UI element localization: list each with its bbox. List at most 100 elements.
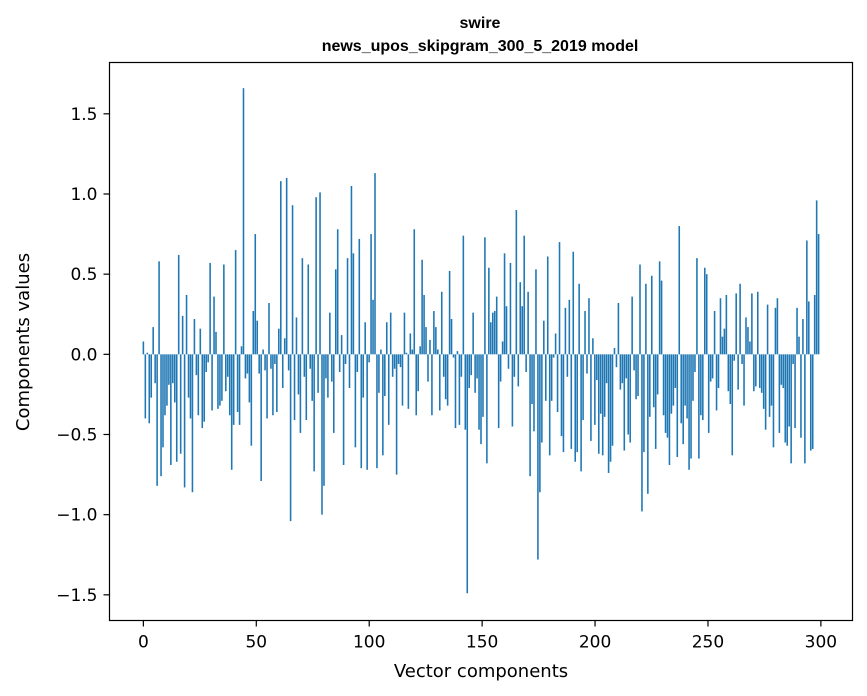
bar [346, 258, 349, 355]
bar [325, 354, 327, 379]
bar [491, 312, 494, 355]
bar [172, 354, 174, 384]
bar [662, 354, 665, 416]
bar [417, 354, 419, 392]
bar [676, 354, 679, 457]
bar [694, 354, 696, 372]
bar [525, 354, 527, 372]
bar [692, 354, 694, 401]
bar [356, 354, 359, 372]
bar [529, 354, 531, 477]
bar [240, 346, 243, 355]
bar [774, 307, 777, 355]
bar [385, 322, 388, 355]
bar [217, 354, 219, 409]
bar [378, 354, 380, 393]
bar [303, 354, 306, 377]
x-tick-label: 300 [805, 633, 837, 653]
bar [578, 283, 580, 355]
bar [796, 307, 798, 355]
bar [800, 354, 802, 438]
bar [495, 296, 498, 355]
bar [717, 354, 720, 388]
bar [762, 354, 765, 409]
bar [183, 354, 186, 488]
bar [215, 331, 217, 355]
bar [166, 354, 168, 406]
bar [733, 354, 735, 361]
bar [307, 264, 310, 355]
bar [478, 354, 480, 430]
bar [446, 354, 449, 406]
bar [456, 351, 459, 355]
bar [497, 354, 500, 429]
bar [539, 354, 541, 493]
bar [623, 354, 626, 451]
bar [619, 354, 622, 390]
bar [187, 354, 190, 398]
bar [780, 354, 783, 385]
y-tick-label: 1.5 [70, 105, 97, 125]
bar [635, 354, 637, 400]
bar [670, 354, 673, 414]
bar [568, 299, 571, 355]
bar [297, 354, 300, 395]
bar [484, 237, 486, 355]
bar [737, 354, 739, 390]
bar [470, 354, 472, 376]
bar [513, 354, 516, 377]
bar [768, 354, 771, 417]
bar [756, 291, 759, 355]
y-axis-label: Components values [13, 253, 34, 431]
bar [309, 354, 312, 369]
bar [725, 295, 728, 355]
bar [350, 185, 353, 355]
bar [474, 354, 476, 393]
bar [802, 319, 804, 355]
bar [472, 312, 474, 355]
bar [305, 354, 308, 421]
bar [150, 354, 153, 398]
bar [280, 181, 282, 355]
bar [407, 354, 410, 409]
bar [739, 283, 741, 355]
bar [164, 354, 166, 416]
bar [448, 270, 451, 355]
bar [747, 327, 749, 355]
bar [558, 242, 561, 355]
bar [772, 354, 775, 448]
bar [493, 311, 496, 355]
bar [515, 210, 518, 355]
bar [719, 298, 722, 355]
bar [285, 177, 288, 355]
bar [817, 234, 820, 355]
bar [454, 354, 457, 429]
bar [597, 354, 600, 454]
x-tick-label: 200 [579, 633, 611, 653]
bar [158, 261, 160, 355]
bar [554, 333, 557, 355]
bar [705, 274, 708, 355]
bar [776, 298, 779, 355]
bar [654, 354, 657, 449]
bar [425, 327, 427, 355]
bar [533, 354, 535, 432]
bar [423, 295, 425, 355]
bar [179, 354, 182, 454]
bar [272, 354, 274, 416]
bar [690, 354, 692, 459]
chart-subtitle: news_upos_skipgram_300_5_2019 model [322, 38, 639, 55]
bar [380, 349, 382, 355]
bar [607, 354, 610, 473]
plot-frame [108, 61, 854, 622]
bar [364, 322, 366, 355]
bar [523, 235, 525, 355]
bar [460, 354, 463, 377]
bar [393, 354, 396, 369]
bar [668, 354, 671, 465]
bar [543, 320, 545, 355]
bar [315, 197, 317, 355]
bar [181, 315, 184, 355]
bar [354, 354, 357, 448]
bar [794, 354, 796, 429]
